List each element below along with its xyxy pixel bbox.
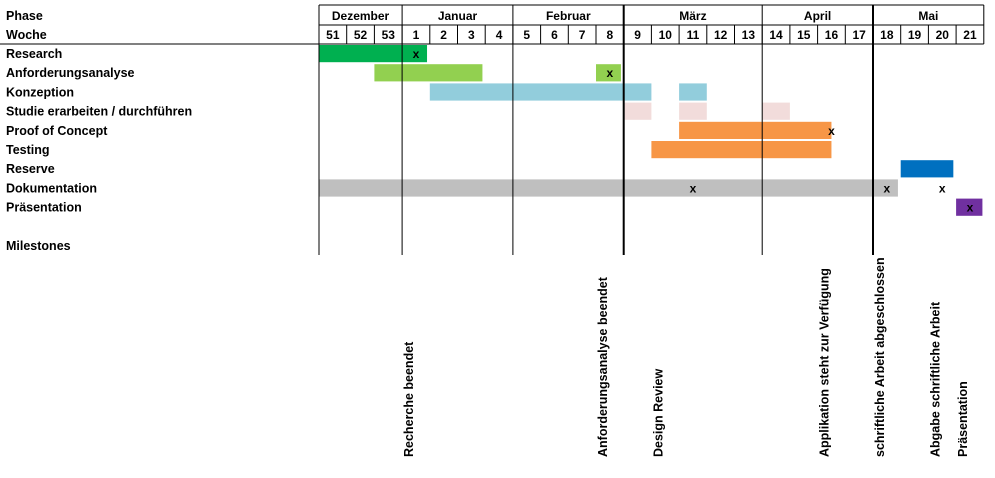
- grid-layer: [0, 4, 985, 255]
- phase-label: Studie erarbeiten / durchführen: [6, 105, 192, 119]
- milestone-mark: x: [939, 181, 946, 195]
- week-number: 7: [579, 28, 586, 42]
- phase-label: Dokumentation: [6, 181, 97, 195]
- week-number: 10: [659, 28, 673, 42]
- phase-bar: [596, 64, 621, 82]
- phase-label: Research: [6, 47, 62, 61]
- milestone-label: Präsentation: [956, 381, 970, 457]
- milestone-mark: x: [967, 201, 974, 215]
- week-number: 1: [413, 28, 420, 42]
- week-number: 9: [634, 28, 641, 42]
- week-number: 17: [852, 28, 866, 42]
- week-number: 18: [880, 28, 894, 42]
- week-number: 5: [523, 28, 530, 42]
- phase-bar: [374, 64, 483, 82]
- phase-bar: [900, 160, 954, 178]
- phase-bar: [623, 102, 652, 120]
- phase-bar: [679, 83, 707, 101]
- milestone-mark: x: [884, 181, 891, 195]
- milestone-mark: x: [413, 47, 420, 61]
- week-header-label: Woche: [6, 28, 47, 42]
- phase-label: Proof of Concept: [6, 124, 108, 138]
- phase-label: Testing: [6, 143, 50, 157]
- phase-bar: [319, 45, 428, 63]
- phase-bar: [429, 83, 652, 101]
- week-number: 4: [496, 28, 503, 42]
- week-number: 12: [714, 28, 728, 42]
- phase-label: Reserve: [6, 162, 55, 176]
- milestones-label: Milestones: [6, 239, 71, 253]
- week-number: 51: [326, 28, 340, 42]
- week-number: 53: [382, 28, 396, 42]
- month-label: Dezember: [332, 9, 390, 23]
- milestone-label: schriftliche Arbeit abgeschlossen: [873, 257, 887, 457]
- week-number: 13: [742, 28, 756, 42]
- phase-bar: [762, 102, 790, 120]
- week-number: 21: [963, 28, 977, 42]
- milestone-mark: x: [690, 181, 697, 195]
- week-number: 3: [468, 28, 475, 42]
- milestone-mark: x: [828, 124, 835, 138]
- week-number: 15: [797, 28, 811, 42]
- week-number: 19: [908, 28, 922, 42]
- month-label: März: [679, 9, 706, 23]
- text-layer: Phase Woche Milestones Research x Anforder…: [6, 9, 977, 457]
- week-number: 14: [769, 28, 783, 42]
- week-number: 2: [440, 28, 447, 42]
- week-number: 8: [607, 28, 614, 42]
- month-label: April: [804, 9, 831, 23]
- month-label: Januar: [438, 9, 478, 23]
- phase-bar: [651, 141, 832, 159]
- milestone-label: Abgabe schriftliche Arbeit: [928, 301, 942, 457]
- phase-bar: [679, 102, 707, 120]
- phase-label: Präsentation: [6, 201, 82, 215]
- phase-bar: [319, 179, 898, 197]
- week-number: 6: [551, 28, 558, 42]
- phase-label: Anforderungsanalyse: [6, 66, 135, 80]
- phase-header-label: Phase: [6, 9, 43, 23]
- phase-bar: [956, 198, 983, 216]
- month-label: Februar: [546, 9, 591, 23]
- milestone-label: Anforderungsanalyse beendet: [596, 276, 610, 457]
- week-number: 52: [354, 28, 368, 42]
- milestone-mark: x: [607, 66, 614, 80]
- month-label: Mai: [918, 9, 938, 23]
- week-number: 20: [936, 28, 950, 42]
- week-number: 16: [825, 28, 839, 42]
- phase-label: Konzeption: [6, 85, 74, 99]
- week-number: 11: [687, 28, 700, 42]
- milestone-label: Recherche beendet: [402, 341, 416, 457]
- phase-bar: [679, 121, 832, 139]
- milestone-label: Design Review: [651, 368, 665, 457]
- milestone-label: Applikation steht zur Verfügung: [817, 268, 831, 457]
- bars-layer: [319, 45, 983, 216]
